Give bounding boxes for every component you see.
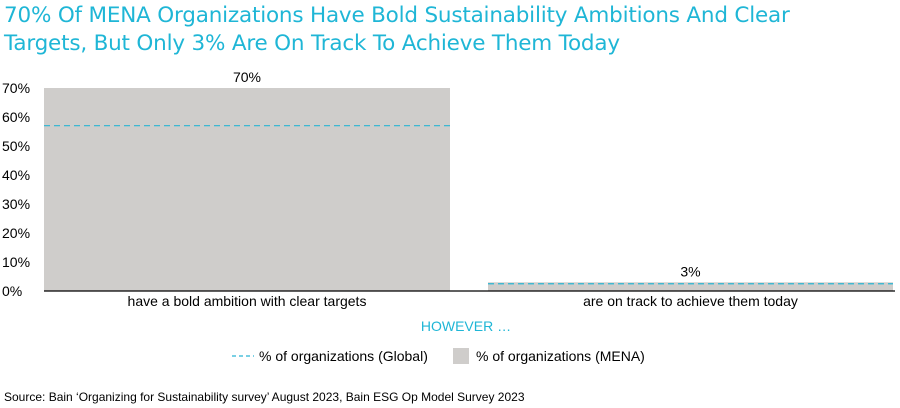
data-label: 70% bbox=[233, 69, 261, 85]
legend-mena-swatch bbox=[453, 348, 469, 364]
y-tick-label: 10% bbox=[2, 254, 30, 270]
bar-mena bbox=[488, 282, 893, 291]
legend-global-label: % of organizations (Global) bbox=[259, 348, 428, 364]
data-label: 3% bbox=[680, 263, 700, 279]
y-tick-label: 50% bbox=[2, 138, 30, 154]
y-tick-label: 0% bbox=[2, 283, 22, 299]
y-tick-label: 30% bbox=[2, 196, 30, 212]
y-tick-label: 60% bbox=[2, 109, 30, 125]
source-note: Source: Bain ‘Organizing for Sustainabil… bbox=[4, 390, 525, 404]
y-tick-label: 20% bbox=[2, 225, 30, 241]
y-tick-label: 40% bbox=[2, 167, 30, 183]
bar-mena bbox=[44, 88, 450, 291]
title-line-1: 70% Of MENA Organizations Have Bold Sust… bbox=[4, 3, 790, 28]
x-category-label: have a bold ambition with clear targets bbox=[128, 293, 367, 309]
y-tick-label: 70% bbox=[2, 80, 30, 96]
chart-title: 70% Of MENA Organizations Have Bold Sust… bbox=[4, 2, 884, 58]
connector-text: HOWEVER … bbox=[421, 318, 511, 334]
title-line-2: Targets, But Only 3% Are On Track To Ach… bbox=[4, 31, 620, 56]
x-category-label: are on track to achieve them today bbox=[583, 293, 798, 309]
bar-chart: 0% 10% 20% 30% 40% 50% 60% 70% 70% have a bold am… bbox=[2, 69, 895, 364]
legend-mena-label: % of organizations (MENA) bbox=[476, 348, 645, 364]
